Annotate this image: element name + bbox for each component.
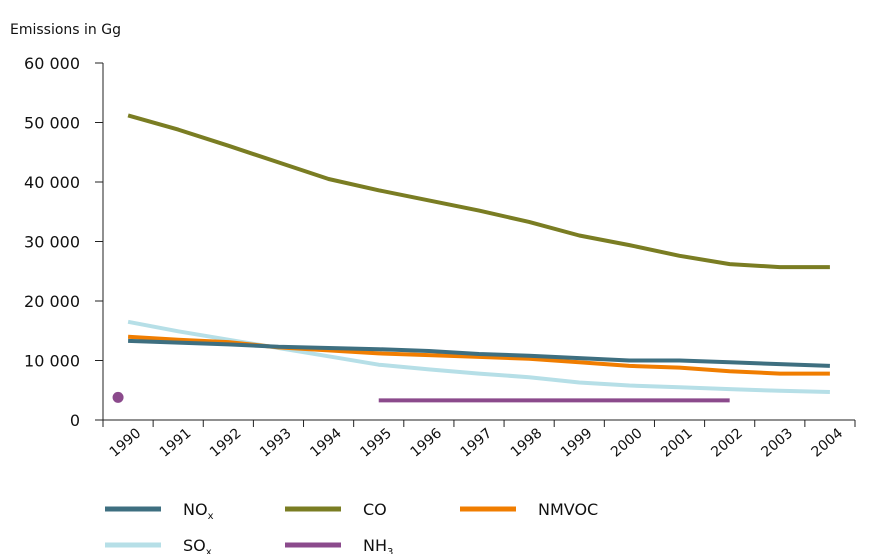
series-line-co [127,113,830,270]
legend-label-nmvoc: NMVOC [538,500,598,519]
x-tick-label: 1992 [207,425,245,460]
y-tick-label: 40 000 [24,173,80,192]
x-tick-label: 1998 [508,425,546,460]
x-tick-label: 2003 [758,425,796,460]
x-tick-label: 2001 [658,425,696,460]
y-tick-label: 10 000 [24,352,80,371]
y-axis: 0 10 000 20 000 30 000 40 000 50 000 60 000 [24,54,104,430]
series-lines [112,113,830,403]
legend-label-text: NH [363,536,387,554]
x-tick-label: 1995 [357,425,395,460]
legend-label-text: CO [363,500,387,519]
x-tick-label: 1990 [107,425,145,460]
y-tick-label: 60 000 [24,54,80,73]
y-axis-title: Emissions in Gg [10,22,121,38]
legend-label-subscript: x [208,511,214,522]
y-tick-label: 50 000 [24,114,80,133]
legend-label-text: NO [183,500,208,519]
legend-label-co: CO [363,500,387,519]
x-tick-label: 1991 [157,425,195,460]
legend-label-nox: NOx [183,500,214,522]
x-tick-label: 2002 [708,425,746,460]
legend-label-subscript: x [206,547,212,554]
x-tick-label: 1997 [458,425,496,460]
x-tick-label: 1993 [257,425,295,460]
x-tick-label: 2004 [809,425,847,460]
legend-label-nh3: NH3 [363,536,393,554]
legend-label-subscript: 3 [387,547,393,554]
legend-label-text: SO [183,536,206,554]
x-axis: 1990 1991 1992 1993 1994 1995 1996 1997 1998 1999… [102,419,856,461]
y-tick-label: 30 000 [24,233,80,252]
y-tick-label: 0 [70,411,80,430]
x-tick-label: 1999 [558,425,596,460]
x-tick-label: 1994 [307,425,345,460]
series-point-nh3 [112,391,124,403]
legend-label-sox: SOx [183,536,212,554]
x-tick-label: 2000 [608,425,646,460]
x-tick-label: 1996 [408,425,446,460]
series-line-nox [128,338,830,368]
legend-label-text: NMVOC [538,500,598,519]
y-tick-label: 20 000 [24,292,80,311]
